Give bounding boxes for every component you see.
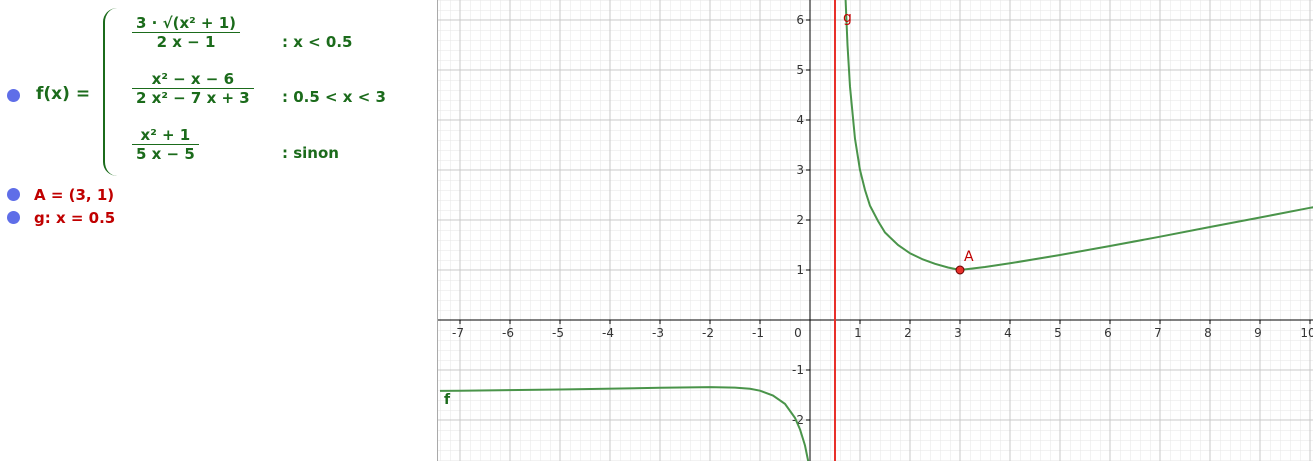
condition: : sinon: [282, 144, 339, 162]
x-tick-label: 2: [904, 326, 912, 340]
point-label: A: [964, 249, 974, 265]
brace: [103, 8, 119, 176]
visibility-toggle[interactable]: [7, 188, 20, 201]
case: 3 · √(x² + 1) 2 x − 1: [132, 14, 240, 51]
x-tick-label: 10: [1300, 326, 1313, 340]
x-tick-label: 6: [1104, 326, 1112, 340]
function-label: f(x) =: [36, 84, 91, 104]
x-tick-label: 3: [954, 326, 962, 340]
point-definition: A = (3, 1): [34, 186, 115, 204]
curve-f: [844, 0, 1313, 272]
visibility-toggle[interactable]: [7, 89, 20, 102]
x-tick-label: -5: [552, 326, 564, 340]
y-tick-label: 4: [796, 113, 804, 127]
line-definition: g: x = 0.5: [34, 209, 116, 227]
x-tick-label: 1: [854, 326, 862, 340]
x-tick-label: -6: [502, 326, 514, 340]
curve-f: [439, 386, 810, 461]
x-tick-label: 0: [794, 326, 802, 340]
y-tick-label: 1: [796, 263, 804, 277]
algebra-view: f(x) = 3 · √(x² + 1) 2 x − 1 : x < 0.5 x²…: [0, 0, 438, 461]
numerator: x² + 1: [132, 126, 199, 145]
numerator: 3 · √(x² + 1): [132, 14, 240, 33]
x-tick-label: -3: [652, 326, 664, 340]
x-tick-label: -7: [452, 326, 464, 340]
y-tick-label: 5: [796, 63, 804, 77]
x-tick-label: 4: [1004, 326, 1012, 340]
curve-label: f: [444, 392, 451, 408]
x-tick-label: 5: [1054, 326, 1062, 340]
minor-grid: [438, 0, 1313, 461]
condition: : x < 0.5: [282, 33, 353, 51]
x-tick-label: 7: [1154, 326, 1162, 340]
denominator: 5 x − 5: [136, 145, 195, 163]
denominator: 2 x² − 7 x + 3: [136, 89, 250, 107]
visibility-toggle[interactable]: [7, 211, 20, 224]
line-label: g: [843, 10, 852, 26]
y-tick-label: -2: [792, 413, 804, 427]
x-tick-label: -1: [752, 326, 764, 340]
numerator: x² − x − 6: [132, 70, 254, 89]
x-tick-label: 9: [1254, 326, 1262, 340]
point-a: [955, 265, 965, 275]
y-tick-label: -1: [792, 363, 804, 377]
x-tick-label: 8: [1204, 326, 1212, 340]
y-tick-label: 6: [796, 13, 804, 27]
y-tick-label: 3: [796, 163, 804, 177]
graphics-view: -7 -6 -5 -4 -3 -2 -1 0 1 2 3 4 5 6 7 8 9 10 -2 -1 1 2 3 4 5 6 f g…: [438, 0, 1313, 461]
x-tick-label: -4: [602, 326, 614, 340]
y-tick-label: 2: [796, 213, 804, 227]
condition: : 0.5 < x < 3: [282, 88, 386, 106]
x-tick-label: -2: [702, 326, 714, 340]
denominator: 2 x − 1: [156, 33, 216, 51]
